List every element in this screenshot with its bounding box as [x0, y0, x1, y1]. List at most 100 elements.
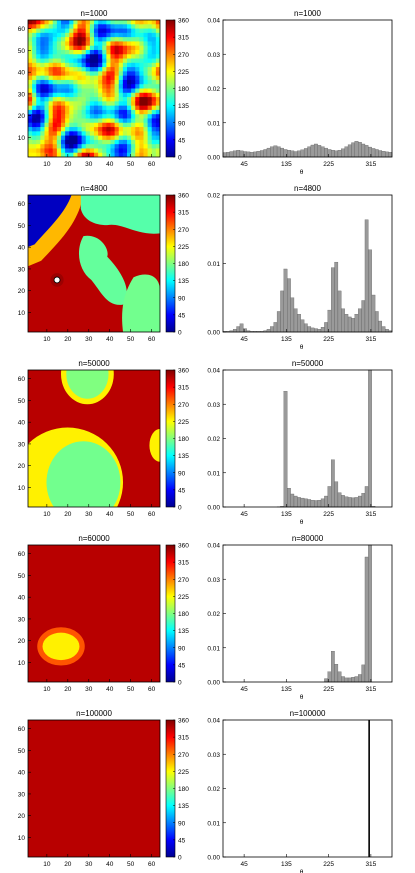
map-cell [32, 114, 37, 120]
map-cell [48, 127, 54, 132]
map-cell [135, 105, 140, 111]
map-cell [81, 131, 87, 137]
map-cell [28, 75, 33, 81]
map-cell [147, 101, 153, 107]
map-cell [143, 118, 149, 124]
map-cell [139, 131, 145, 137]
histogram-xtick-label: 45 [241, 336, 249, 343]
map-cell [151, 37, 157, 43]
histogram-xtick-label: 315 [365, 861, 376, 868]
histogram-ytick-label: 0.02 [207, 193, 220, 200]
map-cell [32, 79, 37, 85]
map-cell [61, 109, 66, 115]
map-cell [52, 105, 58, 111]
map-cell [89, 84, 95, 90]
colorbar-tick-label: 360 [178, 18, 189, 25]
map-cell [52, 67, 58, 72]
histogram-5: n=100000 0.04 0.03 0.02 0.01 0.00 45 135 225 315 θ [207, 709, 393, 873]
histogram-xtick-label: 225 [323, 686, 334, 693]
histogram-ytick-label: 0.04 [207, 18, 220, 25]
map-cell [56, 105, 62, 111]
map-cell [52, 109, 58, 115]
map-ytick-label: 60 [18, 201, 26, 208]
orientation-map-5: n=100000 10 20 30 40 50 60 60 50 40 30 20 10 [18, 709, 161, 868]
histogram-bar [361, 664, 366, 683]
map-cell [89, 131, 95, 137]
map-cell [28, 37, 33, 43]
map-cell [56, 88, 62, 94]
histogram-bar [300, 497, 305, 508]
map-cell [94, 20, 99, 25]
map-cell [135, 28, 140, 34]
colorbar-tick-label: 225 [178, 419, 189, 426]
histogram-xtick-label: 315 [365, 686, 376, 693]
map-cell [151, 49, 157, 55]
map-cell [77, 67, 83, 72]
map-cell [56, 79, 62, 85]
map-cell [106, 131, 112, 137]
map-cell [114, 114, 120, 120]
map-cell [40, 20, 46, 25]
map-field [28, 195, 160, 332]
map-cell [98, 54, 103, 60]
map-cell [69, 97, 74, 102]
map-cell [28, 122, 33, 128]
map-cell [139, 97, 145, 102]
map-cell [151, 88, 157, 94]
map-cell [40, 122, 46, 128]
map-cell [52, 75, 58, 81]
histogram-bar [283, 268, 288, 333]
map-cell [131, 58, 136, 64]
map-cell [139, 54, 145, 60]
map-cell [114, 37, 120, 43]
map-cell [32, 58, 37, 64]
map-cell [73, 109, 79, 115]
map-field [28, 545, 160, 682]
map-cell [139, 41, 145, 47]
map-cell [69, 131, 74, 137]
map-cell [139, 114, 145, 120]
histogram-xtick-label: 225 [323, 161, 334, 168]
histogram-bar [327, 486, 332, 508]
map-cell [114, 97, 120, 102]
map-cell [147, 152, 153, 157]
colorbar-1: 360 315 270 225 180 135 90 45 0 [165, 18, 189, 162]
map-cell [73, 45, 79, 51]
map-cell [36, 32, 41, 38]
histogram-xtick-label: 45 [241, 511, 249, 518]
map-cell [139, 71, 145, 77]
map-cell [135, 71, 140, 77]
map-cell [65, 32, 70, 38]
map-cell [36, 92, 41, 98]
map-cell [139, 148, 145, 154]
histogram-bar [317, 499, 322, 508]
map-cell [143, 58, 149, 64]
map-cell [52, 144, 58, 150]
histogram-bar [273, 322, 278, 333]
map-cell [135, 49, 140, 55]
map-cell [155, 62, 160, 68]
map-cell [155, 58, 160, 64]
map-cell [143, 67, 149, 72]
map-cell [77, 88, 83, 94]
map-cell [56, 71, 62, 77]
map-frame [27, 194, 161, 333]
map-cell [85, 49, 91, 55]
map-cell [73, 20, 79, 25]
map-cell [32, 62, 37, 68]
histogram-bar [368, 544, 372, 683]
map-cell [73, 105, 79, 111]
map-cell [102, 37, 107, 43]
map-cell [143, 135, 149, 141]
histogram-bar [276, 311, 281, 333]
map-ytick-label: 20 [18, 638, 26, 645]
map-cell [40, 148, 46, 154]
map-cell [40, 67, 46, 72]
map-cell [98, 105, 103, 111]
map-cell [65, 101, 70, 107]
map-cell [135, 58, 140, 64]
histogram-bar [239, 150, 244, 158]
map-cell [143, 127, 149, 132]
map-cell [147, 75, 153, 81]
map-cell [61, 105, 66, 111]
